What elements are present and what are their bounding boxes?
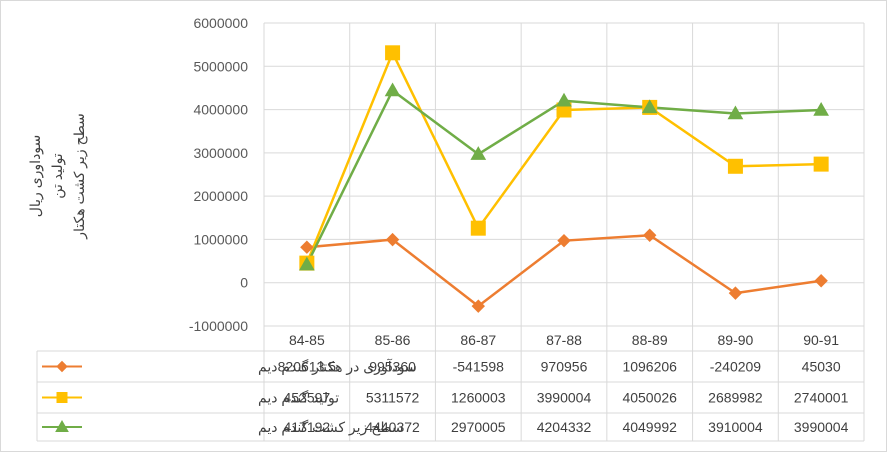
data-point bbox=[384, 82, 401, 97]
y-tick-label: 3000000 bbox=[193, 145, 248, 161]
data-table-value: 995360 bbox=[369, 359, 416, 375]
data-table-value: 820613.5 bbox=[278, 359, 337, 375]
legend-key-marker bbox=[56, 392, 68, 403]
y-tick-label: -1000000 bbox=[189, 318, 248, 334]
data-point bbox=[641, 99, 658, 114]
x-tick-label: 87-88 bbox=[546, 332, 582, 348]
data-table-value: 4440372 bbox=[365, 419, 420, 435]
y-tick-label: 6000000 bbox=[193, 15, 248, 31]
legend-entry: تولید گندم دیم bbox=[258, 390, 339, 407]
data-table-value: 1096206 bbox=[622, 359, 677, 375]
data-table-value: -541598 bbox=[453, 359, 505, 375]
data-table-value: 970956 bbox=[541, 359, 588, 375]
x-tick-label: 88-89 bbox=[632, 332, 668, 348]
data-table-value: 4049992 bbox=[622, 419, 677, 435]
x-tick-label: 89-90 bbox=[718, 332, 754, 348]
data-table-value: 452597 bbox=[283, 390, 330, 406]
data-point bbox=[298, 256, 315, 271]
series-lines bbox=[298, 45, 830, 313]
data-table-value: 5311572 bbox=[366, 390, 420, 406]
data-table-value: -240209 bbox=[710, 359, 762, 375]
data-point bbox=[813, 156, 829, 172]
data-point bbox=[813, 101, 830, 116]
data-table-value: 3990004 bbox=[537, 390, 592, 406]
data-table-value: 2689982 bbox=[708, 390, 763, 406]
data-point bbox=[471, 299, 485, 313]
x-tick-label: 84-85 bbox=[289, 332, 325, 348]
data-point bbox=[300, 240, 314, 254]
data-table-value: 3990004 bbox=[794, 419, 849, 435]
data-point bbox=[556, 92, 572, 107]
data-point bbox=[727, 105, 744, 120]
y-axis-label-line: سطح زیر کشت هکتار bbox=[71, 113, 88, 240]
data-table-value: 2970005 bbox=[451, 419, 506, 435]
data-table-value: 45030 bbox=[802, 359, 841, 375]
x-tick-label: 90-91 bbox=[803, 332, 839, 348]
data-point bbox=[728, 286, 743, 300]
x-tick-label: 86-87 bbox=[460, 332, 496, 348]
data-point bbox=[643, 228, 657, 242]
y-axis-label-line: تولید تن bbox=[49, 153, 66, 199]
data-table-value: 1260003 bbox=[451, 390, 506, 406]
x-tick-label: 85-86 bbox=[375, 332, 411, 348]
data-point bbox=[470, 146, 487, 160]
y-axis-ticks: -1000000 0 1000000 2000000 3000000 4000000 500… bbox=[189, 15, 248, 334]
data-point bbox=[814, 274, 828, 288]
data-table-value: 417192 bbox=[283, 419, 330, 435]
y-tick-label: 5000000 bbox=[193, 58, 248, 74]
legend-key-marker bbox=[55, 419, 69, 432]
data-point bbox=[557, 233, 571, 248]
y-axis-label-line: سوداوری ریال bbox=[27, 135, 44, 218]
legend-entry: سطح زیر کشت گندم دیم bbox=[258, 419, 403, 436]
data-point bbox=[470, 220, 486, 236]
y-tick-label: 1000000 bbox=[193, 231, 248, 247]
legend-entry: سودآوری در هکتار گندم دیم bbox=[258, 359, 417, 376]
legend-key-marker bbox=[56, 360, 68, 373]
data-point bbox=[385, 232, 400, 247]
y-tick-label: 2000000 bbox=[193, 188, 248, 204]
data-table-value: 4050026 bbox=[622, 390, 677, 406]
y-axis-label: سوداوری ریال تولید تن سطح زیر کشت هکتار bbox=[27, 113, 88, 240]
data-table-value: 4204332 bbox=[537, 419, 592, 435]
data-table: 84-85 85-86 86-87 87-88 88-89 89-90 90-91 سودآو… bbox=[36, 326, 865, 442]
data-table-value: 2740001 bbox=[794, 390, 849, 406]
data-table-value: 3910004 bbox=[708, 419, 763, 435]
y-tick-label: 4000000 bbox=[193, 102, 248, 118]
y-tick-label: 0 bbox=[240, 275, 248, 291]
data-point bbox=[385, 45, 401, 61]
data-point bbox=[727, 158, 743, 174]
